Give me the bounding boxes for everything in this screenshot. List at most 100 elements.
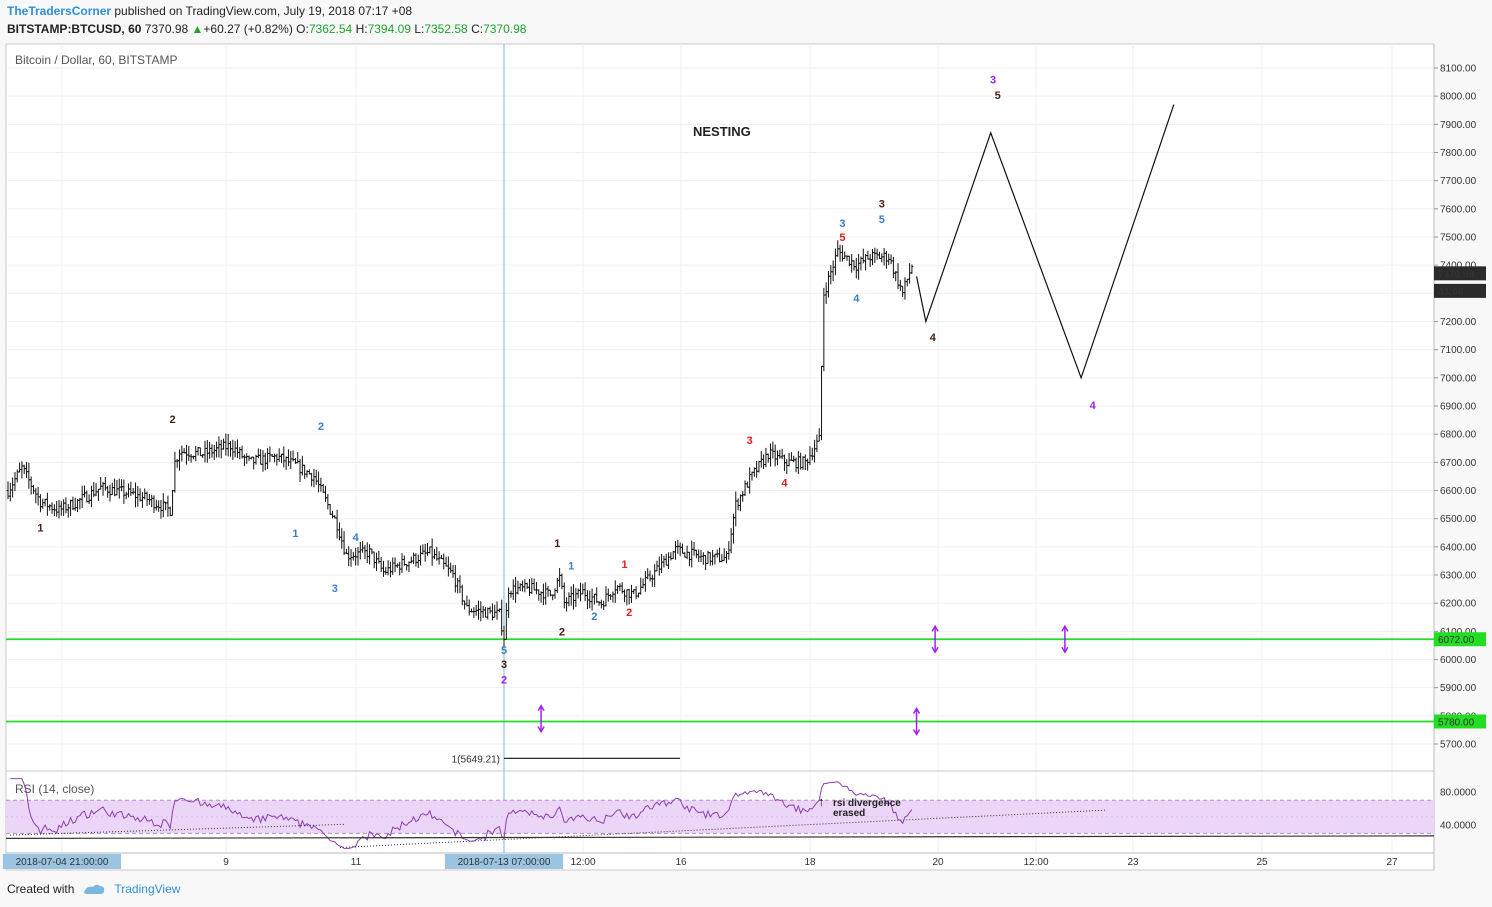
x-tick-label: 18 <box>804 857 816 868</box>
price-tags: 6072.00 5780.00 7370.98 43:08 <box>1434 266 1486 729</box>
target-arrows <box>537 624 1069 736</box>
x-tick-label: 2018-07-13 07:00:00 <box>458 857 551 868</box>
grid <box>6 44 1434 853</box>
y-tick-label: 6400.00 <box>1440 542 1477 553</box>
rsi-tick-label: 80.0000 <box>1440 787 1477 798</box>
y-tick-label: 8100.00 <box>1440 64 1477 75</box>
wave-label: 2 <box>169 414 175 426</box>
last-price-tag <box>1434 283 1486 298</box>
wave-label: 4 <box>930 332 937 344</box>
y-tick-label: 7900.00 <box>1440 120 1477 131</box>
rsi-baseline <box>5 835 1435 839</box>
wave-label: 1 <box>37 522 43 534</box>
y-tick-label: 5900.00 <box>1440 683 1477 694</box>
y-tick-label: 6600.00 <box>1440 486 1477 497</box>
rsi-series <box>10 778 913 849</box>
price-axis[interactable]: 8100.00 8000.00 7900.00 7800.00 7700.00 7600.… <box>1434 64 1477 751</box>
arrow-head-down <box>912 729 921 736</box>
wave-label: 3 <box>879 198 885 210</box>
x-tick-label: 12:00 <box>570 857 595 868</box>
y-tick-label: 7100.00 <box>1440 345 1477 356</box>
wave-label: 4 <box>353 532 360 544</box>
rsi-tick-label: 40.0000 <box>1440 821 1477 832</box>
price-bars <box>6 240 914 648</box>
low-value: 7352.58 <box>424 22 468 36</box>
x-tick-highlight <box>2 854 122 869</box>
x-tick-highlight <box>444 854 564 869</box>
wave-label: 3 <box>332 583 338 595</box>
support-price-label: 6072.00 <box>1438 635 1475 646</box>
tradingview-link[interactable]: TradingView <box>114 882 181 896</box>
y-tick-label: 7800.00 <box>1440 148 1477 159</box>
x-tick-label: 9 <box>223 857 229 868</box>
wave-label: 2 <box>318 421 324 433</box>
support-price-label: 5780.00 <box>1438 717 1475 728</box>
wave-label: 3 <box>501 659 507 671</box>
rsi-annotation-line2: erased <box>833 808 865 819</box>
support-price-tag <box>1434 632 1486 647</box>
support-lines[interactable] <box>6 638 1434 723</box>
y-tick-label: 7600.00 <box>1440 204 1477 215</box>
x-tick-label: 23 <box>1127 857 1139 868</box>
low-label: L: <box>414 22 425 36</box>
y-tick-label: 6200.00 <box>1440 599 1477 610</box>
wave-label: 4 <box>1090 400 1097 412</box>
up-arrow-icon: ↑ <box>818 794 825 809</box>
fib-level: 1(5649.21) <box>452 754 680 765</box>
x-tick-label: 20 <box>932 857 944 868</box>
arrow-head-up <box>537 704 545 712</box>
price-panel-title: Bitcoin / Dollar, 60, BITSTAMP <box>15 53 178 67</box>
support-price-tag <box>1434 714 1486 729</box>
last-price-label: 43:08 <box>1438 287 1464 298</box>
arrow-head-down <box>931 646 939 654</box>
y-tick-label: 6700.00 <box>1440 458 1477 469</box>
nesting-title: NESTING <box>693 124 751 139</box>
high-value: 7394.09 <box>367 22 411 36</box>
time-axis[interactable]: 2018-07-04 21:00:00 9 11 2018-07-13 07:00:0… <box>2 854 1398 869</box>
publish-info: TheTradersCorner published on TradingVie… <box>7 4 412 18</box>
arrow-head-up <box>931 624 939 632</box>
wave-label: 1 <box>554 538 560 550</box>
rsi-line <box>5 778 1435 849</box>
y-tick-label: 6500.00 <box>1440 514 1477 525</box>
y-tick-label: 5700.00 <box>1440 740 1477 751</box>
rsi-trendline <box>9 823 346 836</box>
wave-label: 2 <box>591 611 597 623</box>
y-tick-label: 7000.00 <box>1440 373 1477 384</box>
change-arrow-icon: ▲ <box>191 22 204 36</box>
publish-text: published on TradingView.com, July 19, 2… <box>111 4 413 18</box>
wave-label: 4 <box>781 477 788 489</box>
rsi-axis[interactable]: 80.0000 40.0000 <box>1440 787 1477 831</box>
rsi-annotation: ↑ rsi divergence erased <box>818 794 901 819</box>
y-tick-label: 8000.00 <box>1440 92 1477 103</box>
x-tick-label: 16 <box>675 857 687 868</box>
high-label: H: <box>355 22 368 36</box>
fib-label: 1(5649.21) <box>452 754 500 765</box>
chart-frame <box>5 43 1435 871</box>
y-tick-label: 7400.00 <box>1440 261 1477 272</box>
change-value: +60.27 (+0.82%) <box>203 22 293 36</box>
projection-path <box>915 104 1175 380</box>
wave-label: 1 <box>621 559 627 571</box>
wave-label: 4 <box>853 293 860 305</box>
x-tick-label: 2018-07-04 21:00:00 <box>16 857 109 868</box>
last-price-label: 7370.98 <box>1438 269 1475 280</box>
footer: Created with TradingView <box>7 882 180 896</box>
close-value: 7370.98 <box>483 22 527 36</box>
arrow-head-down <box>537 726 545 734</box>
y-tick-label: 6800.00 <box>1440 430 1477 441</box>
y-tick-label: 7200.00 <box>1440 317 1477 328</box>
x-tick-label: 25 <box>1256 857 1268 868</box>
rsi-annotation-line1: rsi divergence <box>833 798 901 809</box>
wave-label: 3 <box>839 218 845 230</box>
wave-label: 2 <box>626 607 632 619</box>
wave-label: 3 <box>747 435 753 447</box>
wave-label: 2 <box>559 627 565 639</box>
wave-label: 5 <box>995 90 1001 102</box>
projection-line <box>915 104 1175 380</box>
symbol-label[interactable]: BITSTAMP:BTCUSD, 60 <box>7 22 142 36</box>
author-link[interactable]: TheTradersCorner <box>7 4 112 18</box>
x-tick-label: 12:00 <box>1023 857 1048 868</box>
